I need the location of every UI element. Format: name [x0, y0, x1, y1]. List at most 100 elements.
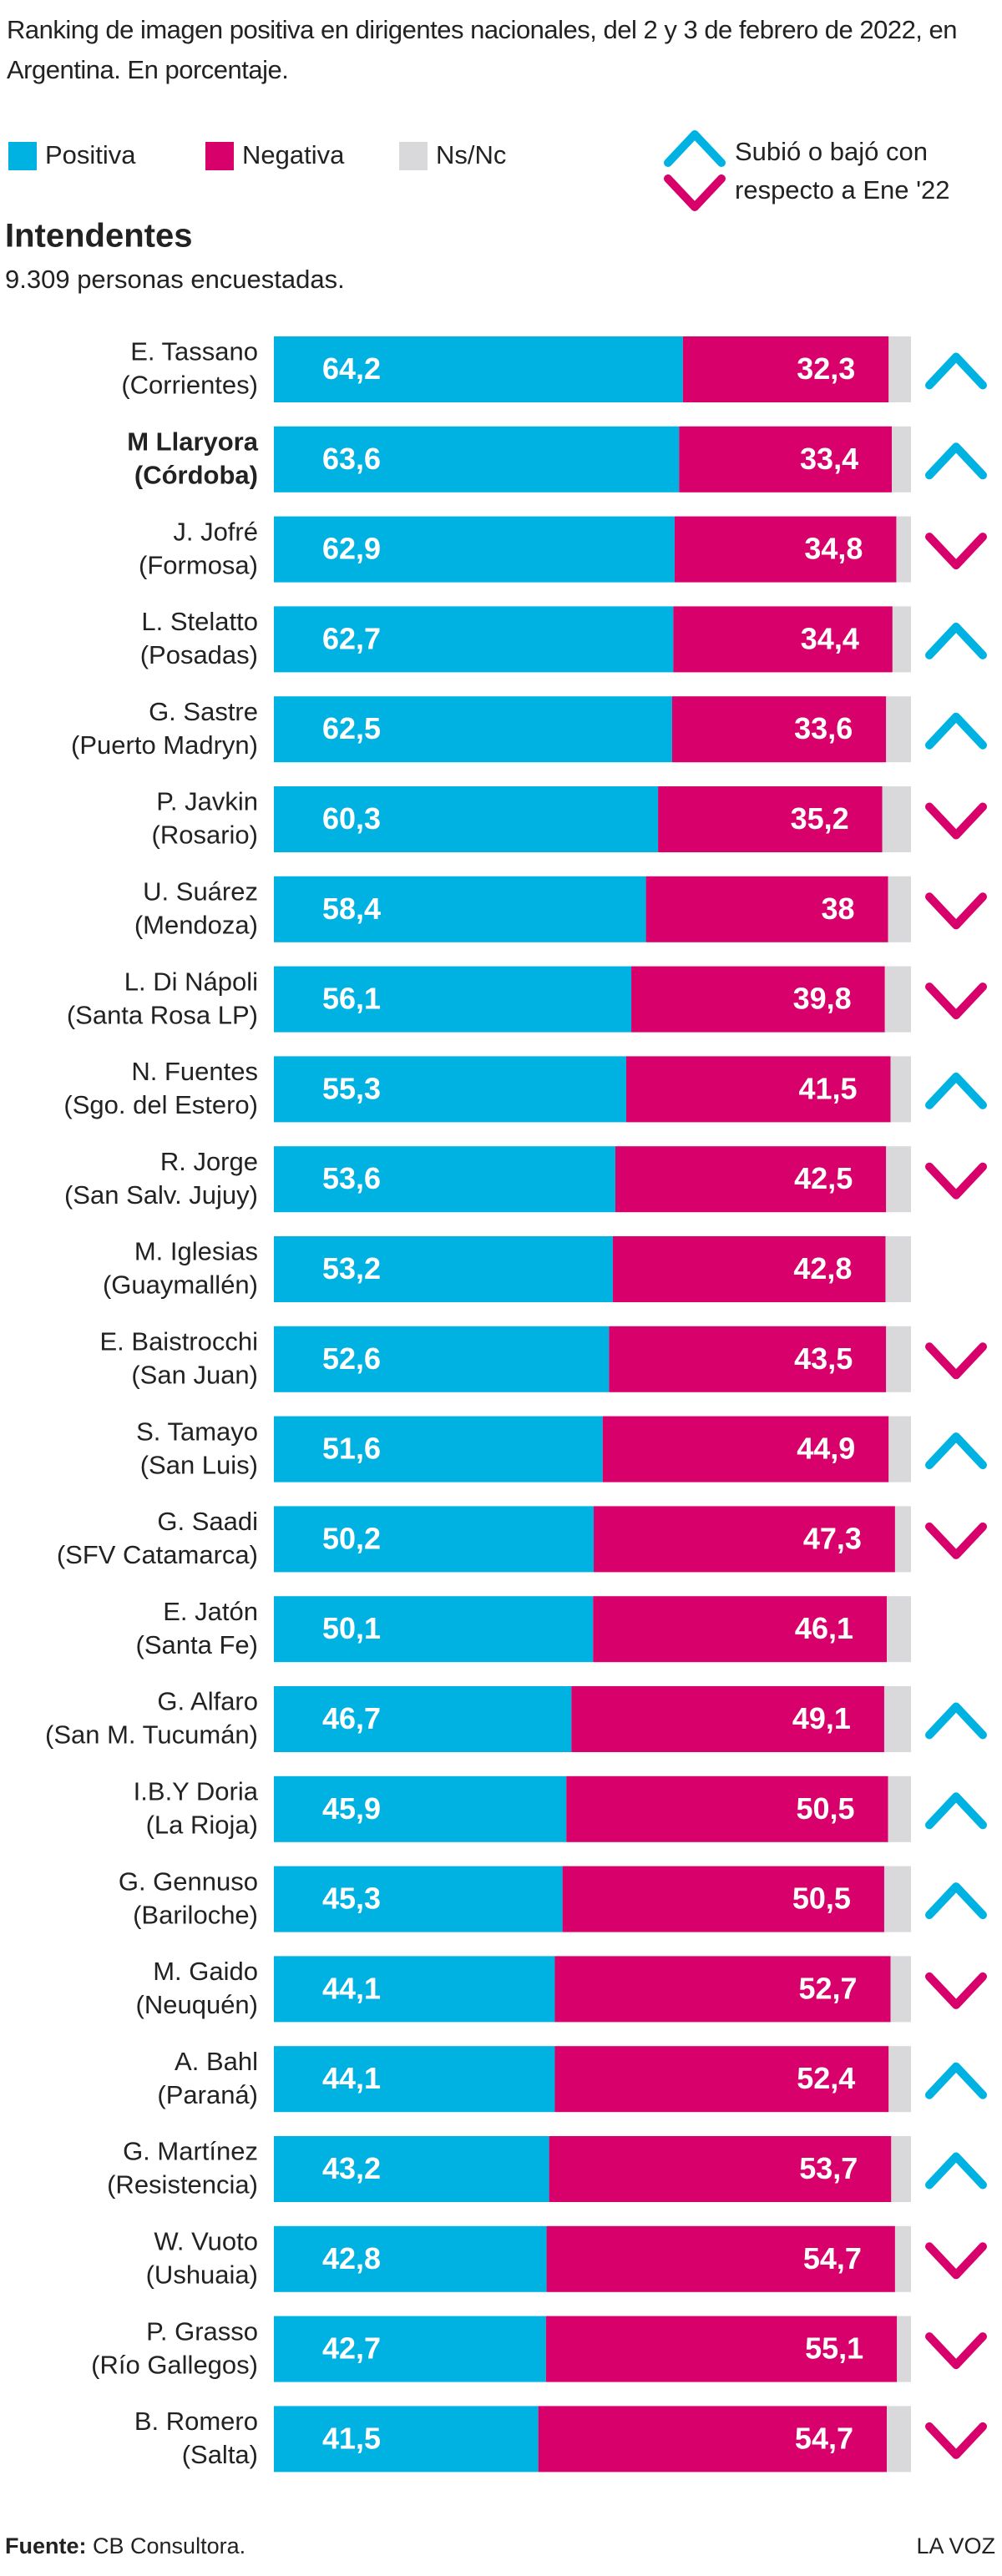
category-label: (Bariloche) [133, 1900, 258, 1929]
value-label: 34,4 [801, 621, 859, 655]
bar-segment [671, 696, 887, 763]
value-label: 53,6 [322, 1161, 381, 1195]
category-label: G. Martínez [123, 2137, 258, 2166]
value-label: 55,1 [805, 2331, 863, 2366]
trend-down [925, 1972, 987, 2009]
bar-segment [274, 336, 683, 402]
bar-segment [274, 2136, 549, 2202]
trend-down [925, 892, 987, 930]
value-label: 46,7 [322, 1701, 381, 1735]
bar-segment [554, 2046, 889, 2113]
value-label: 42,5 [794, 1161, 853, 1195]
value-label: 44,1 [322, 2061, 381, 2095]
bar-segment [884, 966, 911, 1033]
category-label: U. Suárez [143, 876, 258, 906]
trend-up [925, 2062, 987, 2099]
trend-up [925, 2152, 987, 2190]
value-label: 50,1 [322, 1611, 381, 1645]
category-label: (SFV Catamarca) [57, 1540, 258, 1569]
value-label: 34,8 [804, 532, 863, 566]
bar-segment [891, 2136, 911, 2202]
bar-segment [674, 516, 897, 583]
bar-segment [593, 1596, 888, 1663]
category-label: (San Salv. Jujuy) [64, 1180, 258, 1210]
bar-segment [631, 966, 885, 1033]
value-label: 63,6 [322, 442, 381, 476]
bar-segment [673, 606, 893, 673]
value-label: 58,4 [322, 891, 381, 926]
trend-down [925, 1162, 987, 1200]
trend-down [925, 2422, 987, 2459]
trend-down [925, 1342, 987, 1380]
bar-segment [274, 1866, 563, 1932]
trend-up [925, 1072, 987, 1109]
bar-segment [892, 606, 911, 673]
value-label: 54,7 [795, 2421, 853, 2455]
category-label: S. Tamayo [136, 1417, 258, 1446]
category-label: (Santa Fe) [136, 1630, 258, 1659]
category-label: J. Jofré [173, 517, 258, 546]
category-label: M. Gaido [153, 1957, 258, 1986]
value-label: 41,5 [799, 1071, 858, 1105]
section-title: Intendentes [5, 218, 192, 255]
category-label: E. Baistrocchi [99, 1326, 258, 1356]
bar-segment [546, 2225, 895, 2292]
bar-segment [885, 1236, 911, 1302]
bar-segment [274, 426, 680, 492]
bar-segment [274, 606, 674, 673]
category-label: (Resistencia) [107, 2170, 258, 2200]
bar-segment [609, 1326, 887, 1392]
legend-trend-label: Subió o bajó con [735, 137, 928, 166]
value-label: 64,2 [322, 351, 381, 386]
category-label: E. Tassano [130, 337, 258, 366]
bar-segment [549, 2136, 892, 2202]
value-label: 38 [821, 891, 854, 926]
value-label: 50,2 [322, 1521, 381, 1555]
legend-swatch [8, 142, 37, 170]
category-label: (Río Gallegos) [91, 2350, 258, 2379]
bar-segment [892, 426, 911, 492]
category-label: G. Gennuso [119, 1866, 258, 1896]
bar-segment [274, 1506, 595, 1573]
bar-segment [274, 876, 646, 942]
value-label: 45,3 [322, 1881, 381, 1916]
value-label: 44,1 [322, 1971, 381, 2005]
bar-segment [645, 876, 888, 942]
brand: LA VOZ [916, 2533, 995, 2558]
category-label: (Rosario) [152, 821, 258, 850]
category-label: (Puerto Madryn) [71, 730, 258, 760]
trend-down [925, 2332, 987, 2370]
trend-down [925, 533, 987, 570]
bar-segment [896, 516, 911, 583]
trend-up [925, 622, 987, 659]
bar-segment [545, 2316, 898, 2382]
bar-segment [612, 1236, 886, 1302]
value-label: 33,4 [800, 442, 858, 476]
bar-segment [594, 1506, 895, 1573]
category-label: N. Fuentes [131, 1057, 258, 1086]
bar-segment [274, 696, 672, 763]
bar-segment [886, 1326, 911, 1392]
chart-title: Ranking de imagen positiva en dirigentes… [7, 15, 958, 84]
bar-segment [602, 1416, 889, 1482]
value-label: 42,7 [322, 2331, 381, 2366]
value-label: 35,2 [791, 801, 849, 836]
bar-segment [679, 426, 893, 492]
bar-segment [887, 1596, 911, 1663]
legend-trend-up [664, 130, 726, 167]
bar-segment [274, 786, 659, 852]
legend-label: Negativa [242, 140, 345, 169]
category-label: (Mendoza) [134, 910, 258, 939]
value-label: 52,4 [797, 2061, 855, 2095]
bar-segment [274, 2225, 547, 2292]
trend-up [925, 1702, 987, 1740]
value-label: 53,7 [799, 2151, 858, 2185]
trend-up [925, 1792, 987, 1830]
bar-segment [883, 1866, 911, 1932]
category-label: E. Jatón [163, 1597, 258, 1626]
bar-segment [888, 336, 911, 402]
category-label: P. Grasso [146, 2316, 258, 2346]
value-label: 33,6 [794, 711, 853, 745]
bar-segment [274, 2316, 546, 2382]
value-label: 55,3 [322, 1071, 381, 1105]
